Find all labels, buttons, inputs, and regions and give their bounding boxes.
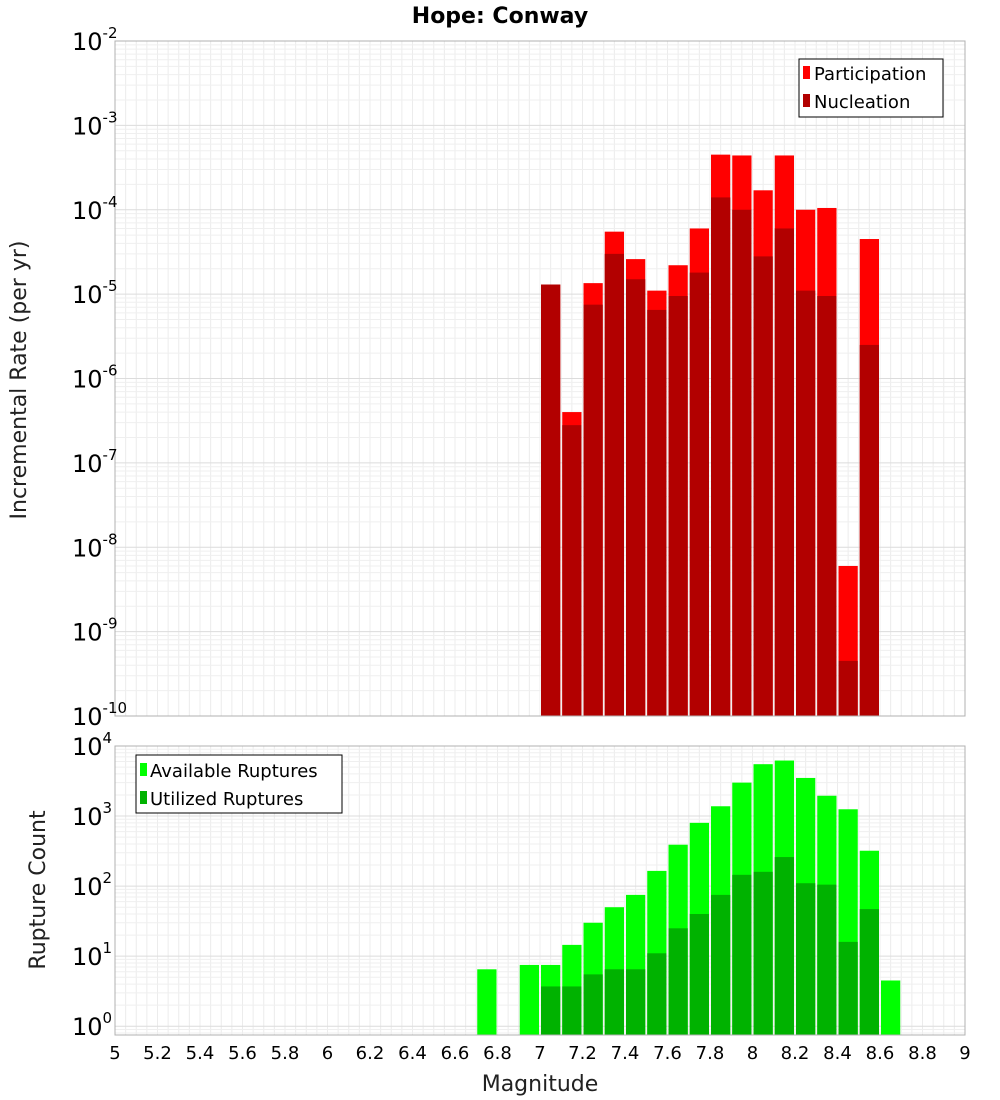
count-y-tick-label: 103 [72, 799, 112, 831]
utilized-bar [838, 941, 858, 1035]
nucleation-bar [732, 209, 752, 716]
utilized-bar [541, 986, 561, 1035]
nucleation-bar [626, 279, 646, 716]
utilized-bar [668, 928, 688, 1035]
nucleation-bar [711, 197, 731, 717]
nucleation-bar [796, 290, 816, 716]
x-tick-label: 5.2 [143, 1043, 172, 1064]
rate-y-tick-label: 10-10 [72, 699, 127, 731]
available-swatch [140, 763, 147, 776]
x-tick-label: 5.6 [228, 1043, 257, 1064]
x-tick-label: 7.2 [568, 1043, 597, 1064]
x-axis-label: Magnitude [482, 1072, 599, 1097]
rate-legend-box [798, 58, 944, 118]
available-bar [519, 964, 539, 1035]
x-tick-label: 7.4 [611, 1043, 640, 1064]
x-tick-label: 6.8 [483, 1043, 512, 1064]
x-tick-label: 6.2 [356, 1043, 385, 1064]
x-tick-label: 8.8 [908, 1043, 937, 1064]
nucleation-bar [647, 309, 667, 716]
utilized-bar [689, 914, 709, 1035]
legend-available: Available Ruptures [150, 761, 318, 782]
count-y-ticks: 104 103 102 101 100 [72, 729, 112, 1041]
count-y-tick-label: 104 [72, 729, 112, 761]
chart-title: Hope: Conway [412, 4, 588, 29]
x-tick-label: 5 [109, 1043, 120, 1064]
rate-y-tick-label: 10-6 [72, 362, 118, 394]
utilized-bars [541, 857, 879, 1035]
nucleation-bar [689, 272, 709, 716]
utilized-bar [604, 969, 624, 1035]
utilized-bar [753, 871, 773, 1035]
x-tick-label: 8.2 [781, 1043, 810, 1064]
nucleation-bar [774, 228, 794, 716]
rate-y-tick-label: 10-4 [72, 193, 118, 225]
participation-swatch [803, 66, 810, 79]
rate-panel: 10-2 10-3 10-4 10-5 10-6 10-7 10-8 10-9 10-10 Ho… [7, 4, 966, 731]
nucleation-bar [604, 253, 624, 716]
utilized-bar [562, 986, 582, 1035]
x-tick-label: 6.6 [441, 1043, 470, 1064]
utilized-bar [732, 874, 752, 1035]
legend-participation: Participation [814, 64, 926, 85]
legend-nucleation: Nucleation [814, 92, 910, 113]
utilized-bar [817, 884, 837, 1035]
nucleation-bar [541, 284, 561, 716]
count-legend: Available Ruptures Utilized Ruptures [135, 754, 343, 814]
rate-y-tick-label: 10-3 [72, 108, 118, 140]
x-tick-label: 8.6 [866, 1043, 895, 1064]
count-legend-box [135, 754, 343, 814]
count-panel: 104 103 102 101 100 5 5.2 5.4 5.6 5.8 6 6.2 6.4 6.6 6… [26, 729, 971, 1097]
x-tick-label: 8 [747, 1043, 758, 1064]
nucleation-bar [753, 256, 773, 716]
nucleation-bars [541, 197, 879, 717]
count-plot-frame [114, 745, 966, 1036]
x-tick-label: 9 [959, 1043, 970, 1064]
x-tick-label: 6 [322, 1043, 333, 1064]
rate-grid [114, 41, 966, 717]
count-y-tick-label: 102 [72, 869, 112, 901]
legend-utilized: Utilized Ruptures [150, 789, 303, 810]
rate-y-tick-label: 10-2 [72, 24, 118, 56]
available-bar [881, 980, 901, 1035]
x-ticks: 5 5.2 5.4 5.6 5.8 6 6.2 6.4 6.6 6.8 7 7.2 7.4 7.6 7.8 8… [109, 1043, 970, 1064]
rate-y-tick-label: 10-7 [72, 446, 118, 478]
count-y-tick-label: 100 [72, 1009, 112, 1041]
rate-y-ticks: 10-2 10-3 10-4 10-5 10-6 10-7 10-8 10-9 10-10 [72, 24, 127, 731]
utilized-bar [796, 883, 816, 1035]
x-tick-label: 7.8 [696, 1043, 725, 1064]
utilized-bar [774, 857, 794, 1035]
nucleation-bar [668, 296, 688, 716]
nucleation-bar [583, 304, 603, 716]
utilized-bar [711, 894, 731, 1035]
x-tick-label: 5.8 [271, 1043, 300, 1064]
rate-y-tick-label: 10-5 [72, 277, 118, 309]
utilized-bar [583, 974, 603, 1035]
nucleation-swatch [803, 94, 810, 107]
nucleation-bar [817, 296, 837, 716]
rate-y-tick-label: 10-8 [72, 530, 118, 562]
available-bar [477, 969, 497, 1035]
nucleation-bar [838, 660, 858, 716]
x-tick-label: 7.6 [653, 1043, 682, 1064]
count-y-axis-label: Rupture Count [26, 810, 51, 970]
x-tick-label: 6.4 [398, 1043, 427, 1064]
nucleation-bar [562, 425, 582, 716]
utilized-bar [626, 969, 646, 1035]
x-tick-label: 8.4 [823, 1043, 852, 1064]
x-tick-label: 7 [534, 1043, 545, 1064]
count-y-tick-label: 101 [72, 939, 112, 971]
rate-y-axis-label: Incremental Rate (per yr) [7, 241, 32, 520]
utilized-bar [859, 909, 879, 1035]
utilized-bar [647, 953, 667, 1035]
rate-plot-frame [114, 40, 966, 717]
nucleation-bar [859, 344, 879, 716]
rate-legend: Participation Nucleation [798, 58, 944, 118]
x-tick-label: 5.4 [186, 1043, 215, 1064]
utilized-swatch [140, 791, 147, 804]
rate-y-tick-label: 10-9 [72, 615, 118, 647]
